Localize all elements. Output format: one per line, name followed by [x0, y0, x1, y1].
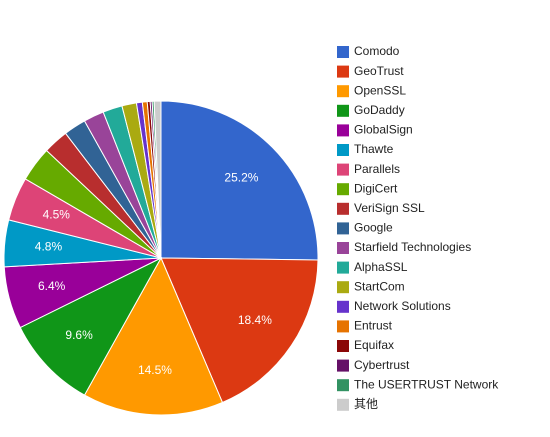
legend-swatch	[337, 379, 349, 392]
legend-label: GlobalSign	[354, 123, 413, 137]
slice-label: 25.2%	[224, 171, 258, 185]
legend-swatch	[337, 359, 349, 372]
legend-label: Comodo	[354, 44, 400, 58]
legend-label: Entrust	[354, 319, 393, 333]
pie-slice	[83, 256, 224, 416]
legend-swatch	[337, 300, 349, 313]
legend-label: GoDaddy	[354, 103, 405, 117]
legend-swatch	[337, 222, 349, 235]
legend-swatch	[337, 340, 349, 352]
slice-label: 9.6%	[65, 328, 93, 342]
pie-slice	[19, 256, 163, 396]
legend-label: AlphaSSL	[354, 260, 408, 274]
legend-label: The USERTRUST Network	[354, 377, 499, 391]
legend-label: VeriSign SSL	[354, 201, 425, 215]
pie-slice	[160, 100, 319, 261]
legend-swatch	[337, 85, 349, 98]
legend-swatch	[337, 163, 349, 176]
legend-swatch	[337, 281, 349, 294]
slice-label: 4.5%	[43, 208, 71, 222]
legend-label: Starfield Technologies	[354, 240, 471, 254]
legend-label: 其他	[354, 397, 378, 411]
slice-label: 14.5%	[138, 363, 172, 377]
legend-swatch	[337, 144, 349, 156]
slice-label: 6.4%	[38, 279, 66, 293]
legend-swatch	[337, 124, 349, 137]
legend-label: Network Solutions	[354, 299, 451, 313]
legend-swatch	[337, 242, 349, 254]
legend-swatch	[337, 398, 349, 411]
pie-slice	[153, 100, 162, 259]
legend-label: Equifax	[354, 338, 394, 352]
legend-swatch	[337, 202, 349, 215]
legend-swatch	[337, 65, 349, 78]
slice-label: 4.8%	[35, 240, 63, 254]
pie-slice	[160, 257, 319, 404]
legend-swatch	[337, 320, 349, 333]
legend-swatch	[337, 183, 349, 196]
slice-label: 18.4%	[238, 313, 272, 327]
legend-label: GeoTrust	[354, 64, 404, 78]
legend-label: Cybertrust	[354, 358, 410, 372]
legend-label: DigiCert	[354, 181, 398, 195]
legend-swatch	[337, 104, 349, 117]
legend-swatch	[337, 46, 349, 58]
legend-label: OpenSSL	[354, 83, 406, 97]
legend-label: Thawte	[354, 142, 394, 156]
legend-label: Google	[354, 221, 393, 235]
legend-label: StartCom	[354, 279, 405, 293]
legend-swatch	[337, 261, 349, 274]
legend-label: Parallels	[354, 162, 400, 176]
